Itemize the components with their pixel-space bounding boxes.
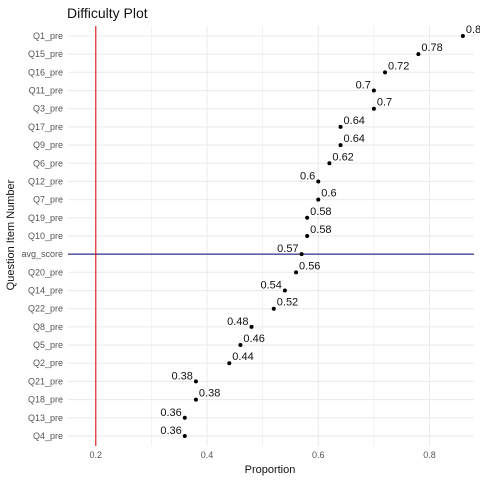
data-points	[182, 34, 465, 438]
data-point	[316, 179, 321, 184]
x-tick-label: 0.6	[312, 450, 325, 460]
data-point	[371, 106, 376, 111]
data-point	[371, 88, 376, 93]
y-tick-label: Q8_pre	[33, 322, 63, 332]
chart-title: Difficulty Plot	[67, 5, 148, 21]
data-label: 0.62	[332, 151, 353, 163]
data-label: 0.58	[310, 224, 331, 236]
data-label: 0.54	[260, 280, 281, 292]
y-tick-label: Q14_pre	[28, 286, 63, 296]
x-tick-labels: 0.2 0.4 0.6 0.8	[90, 450, 436, 460]
y-tick-label: Q12_pre	[28, 176, 63, 186]
y-tick-labels: Q1_pre Q15_pre Q16_pre Q11_pre Q3_pre Q17_pre…	[21, 31, 63, 441]
data-label: 0.38	[171, 370, 192, 382]
y-tick-label: Q15_pre	[28, 49, 63, 59]
y-tick-label: avg_score	[21, 249, 63, 259]
y-tick-label: Q1_pre	[33, 31, 63, 41]
data-point	[182, 433, 187, 438]
y-tick-label: Q6_pre	[33, 158, 63, 168]
data-label: 0.46	[243, 333, 264, 345]
data-label: 0.44	[232, 351, 253, 363]
data-label: 0.6	[321, 188, 336, 200]
grid	[68, 26, 474, 446]
data-labels: 0.86 0.78 0.72 0.7 0.7 0.64 0.64 0.62 0.6 0.6 0.58…	[160, 24, 480, 437]
data-label: 0.7	[377, 97, 392, 109]
data-point	[182, 415, 187, 420]
y-tick-label: Q21_pre	[28, 376, 63, 386]
y-tick-label: Q17_pre	[28, 122, 63, 132]
y-tick-label: Q11_pre	[29, 86, 63, 96]
x-tick-label: 0.2	[90, 450, 103, 460]
x-tick-label: 0.8	[423, 450, 436, 460]
data-label: 0.58	[310, 206, 331, 218]
x-axis-label: Proportion	[245, 464, 296, 476]
y-tick-label: Q18_pre	[28, 395, 63, 405]
data-label: 0.64	[344, 115, 365, 127]
y-axis-label: Question Item Number	[5, 179, 17, 290]
data-point	[193, 379, 198, 384]
data-point	[316, 197, 321, 202]
data-point	[227, 361, 232, 366]
data-point	[294, 270, 299, 275]
data-point	[238, 343, 243, 348]
data-point	[338, 143, 343, 148]
data-label: 0.57	[277, 243, 298, 255]
data-label: 0.36	[160, 425, 181, 437]
y-tick-label: Q5_pre	[33, 340, 63, 350]
data-point	[193, 397, 198, 402]
y-tick-label: Q19_pre	[28, 213, 63, 223]
data-label: 0.36	[160, 407, 181, 419]
y-tick-label: Q22_pre	[28, 304, 63, 314]
data-point	[271, 306, 276, 311]
data-label: 0.86	[466, 24, 480, 36]
y-tick-label: Q7_pre	[33, 195, 63, 205]
data-label: 0.56	[299, 260, 320, 272]
y-tick-label: Q10_pre	[28, 231, 63, 241]
y-tick-label: Q3_pre	[33, 104, 63, 114]
y-tick-label: Q9_pre	[33, 140, 63, 150]
reference-lines	[68, 26, 474, 446]
data-label: 0.38	[199, 388, 220, 400]
data-point	[383, 70, 388, 75]
data-point	[338, 124, 343, 129]
data-label: 0.64	[344, 133, 365, 145]
data-label: 0.78	[421, 42, 442, 54]
data-point	[460, 34, 465, 38]
data-point	[249, 324, 254, 329]
data-point	[327, 161, 332, 166]
data-point	[305, 233, 310, 238]
data-label: 0.52	[277, 297, 298, 309]
y-tick-label: Q13_pre	[28, 413, 63, 423]
y-tick-label: Q4_pre	[33, 431, 63, 441]
data-label: 0.48	[227, 316, 248, 328]
y-tick-label: Q16_pre	[28, 67, 63, 77]
data-point	[282, 288, 287, 293]
data-point	[299, 252, 304, 257]
data-point	[416, 52, 421, 57]
data-label: 0.6	[300, 170, 315, 182]
data-label: 0.72	[388, 60, 409, 72]
x-tick-label: 0.4	[201, 450, 214, 460]
data-label: 0.7	[356, 80, 371, 92]
y-tick-label: Q20_pre	[28, 267, 63, 277]
y-tick-label: Q2_pre	[33, 358, 63, 368]
data-point	[305, 215, 310, 220]
